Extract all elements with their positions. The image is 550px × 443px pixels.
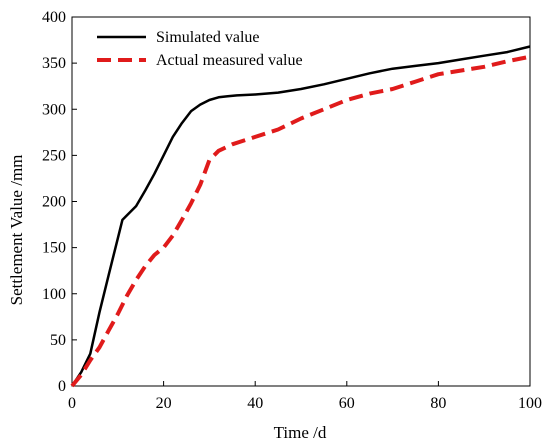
y-tick-label: 200: [42, 194, 66, 211]
y-axis-ticks: 0 50 100 150 200 250 300 350 400: [42, 9, 77, 395]
y-tick-label: 300: [42, 101, 66, 118]
y-tick-label: 100: [42, 286, 66, 303]
y-tick-label: 150: [42, 240, 66, 257]
x-axis-ticks: 0 20 40 60 80 100: [68, 381, 542, 412]
x-tick-label: 100: [518, 395, 542, 412]
legend-label-actual: Actual measured value: [156, 52, 303, 69]
x-tick-label: 80: [430, 395, 446, 412]
y-tick-label: 0: [58, 378, 66, 395]
y-tick-label: 350: [42, 55, 66, 72]
x-tick-label: 60: [339, 395, 355, 412]
actual-measured-value-line: [70, 54, 531, 388]
legend: Simulated value Actual measured value: [97, 29, 303, 69]
y-tick-label: 250: [42, 147, 66, 164]
y-tick-label: 50: [50, 332, 66, 349]
y-axis-label: Settlement Value /mm: [7, 155, 26, 306]
x-axis-label: Time /d: [274, 423, 327, 442]
series-layer: [70, 45, 531, 388]
x-tick-label: 20: [156, 395, 172, 412]
x-tick-label: 0: [68, 395, 76, 412]
y-tick-label: 400: [42, 9, 66, 26]
x-tick-label: 40: [247, 395, 263, 412]
simulated-value-line: [70, 45, 531, 387]
legend-label-simulated: Simulated value: [156, 29, 260, 46]
